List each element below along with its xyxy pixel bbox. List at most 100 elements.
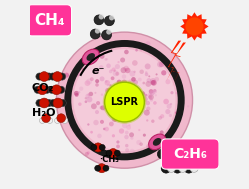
Circle shape (129, 149, 135, 154)
Circle shape (115, 104, 120, 110)
Circle shape (107, 109, 109, 111)
Circle shape (85, 80, 90, 86)
Circle shape (49, 73, 56, 80)
Circle shape (110, 69, 113, 71)
Circle shape (103, 165, 109, 171)
Circle shape (179, 164, 187, 172)
Circle shape (95, 165, 101, 171)
Circle shape (127, 89, 131, 92)
Circle shape (136, 140, 141, 145)
Circle shape (136, 94, 138, 97)
Circle shape (149, 96, 152, 99)
Circle shape (99, 144, 105, 150)
Ellipse shape (149, 134, 166, 150)
Circle shape (106, 64, 111, 68)
Circle shape (105, 16, 114, 26)
Circle shape (117, 99, 119, 101)
Circle shape (109, 149, 118, 158)
FancyBboxPatch shape (161, 139, 219, 169)
Circle shape (141, 91, 145, 95)
Circle shape (48, 86, 55, 93)
Circle shape (105, 88, 110, 93)
Circle shape (86, 78, 92, 84)
Circle shape (129, 71, 135, 77)
Circle shape (120, 88, 122, 90)
Circle shape (140, 151, 145, 156)
Circle shape (85, 97, 87, 99)
Circle shape (146, 119, 148, 122)
Circle shape (87, 93, 90, 96)
Circle shape (55, 118, 60, 123)
Circle shape (113, 70, 119, 76)
Circle shape (128, 106, 131, 110)
Circle shape (109, 15, 114, 20)
Circle shape (170, 91, 174, 94)
Circle shape (121, 67, 126, 73)
Circle shape (103, 128, 106, 130)
Circle shape (75, 93, 79, 97)
Circle shape (155, 94, 157, 96)
Text: CO₂: CO₂ (32, 83, 54, 93)
Circle shape (117, 97, 122, 101)
Circle shape (177, 109, 179, 112)
Circle shape (57, 32, 192, 168)
Circle shape (103, 108, 107, 111)
Circle shape (121, 98, 127, 104)
Circle shape (106, 150, 112, 156)
Circle shape (167, 164, 176, 172)
Circle shape (161, 163, 171, 173)
Circle shape (151, 80, 157, 86)
Circle shape (114, 150, 120, 156)
Circle shape (144, 94, 147, 97)
Circle shape (112, 102, 116, 106)
Circle shape (161, 70, 166, 75)
Text: ·CH₃: ·CH₃ (99, 155, 119, 164)
Circle shape (124, 92, 129, 96)
Circle shape (125, 68, 130, 73)
Circle shape (39, 98, 49, 108)
Circle shape (128, 124, 131, 126)
Circle shape (148, 75, 150, 77)
Circle shape (163, 99, 169, 104)
Circle shape (88, 62, 91, 65)
Circle shape (102, 30, 112, 40)
Circle shape (53, 98, 63, 108)
Circle shape (94, 143, 103, 152)
Circle shape (115, 96, 121, 102)
Circle shape (145, 81, 151, 87)
Circle shape (149, 89, 153, 94)
Text: CH₄: CH₄ (34, 13, 65, 28)
Circle shape (131, 104, 136, 108)
Circle shape (128, 104, 133, 109)
Circle shape (160, 130, 164, 134)
Circle shape (104, 127, 109, 131)
Circle shape (124, 91, 129, 96)
Circle shape (138, 78, 142, 81)
Circle shape (175, 111, 178, 114)
Circle shape (97, 164, 106, 173)
Circle shape (159, 62, 164, 67)
Circle shape (94, 92, 96, 94)
Circle shape (103, 100, 108, 105)
Circle shape (169, 114, 172, 117)
Circle shape (99, 106, 103, 109)
Circle shape (134, 105, 138, 108)
Circle shape (152, 89, 157, 94)
Circle shape (186, 150, 194, 158)
Circle shape (107, 84, 110, 86)
Circle shape (126, 115, 131, 119)
Polygon shape (172, 43, 186, 87)
Circle shape (113, 95, 118, 100)
Circle shape (70, 125, 74, 129)
Circle shape (116, 91, 121, 95)
Circle shape (126, 125, 131, 130)
Circle shape (125, 131, 129, 134)
Circle shape (120, 57, 125, 63)
Circle shape (138, 92, 142, 97)
Circle shape (142, 97, 148, 102)
Circle shape (95, 83, 99, 87)
Circle shape (78, 102, 82, 106)
Circle shape (109, 84, 112, 87)
Circle shape (69, 117, 73, 121)
Circle shape (117, 61, 120, 63)
